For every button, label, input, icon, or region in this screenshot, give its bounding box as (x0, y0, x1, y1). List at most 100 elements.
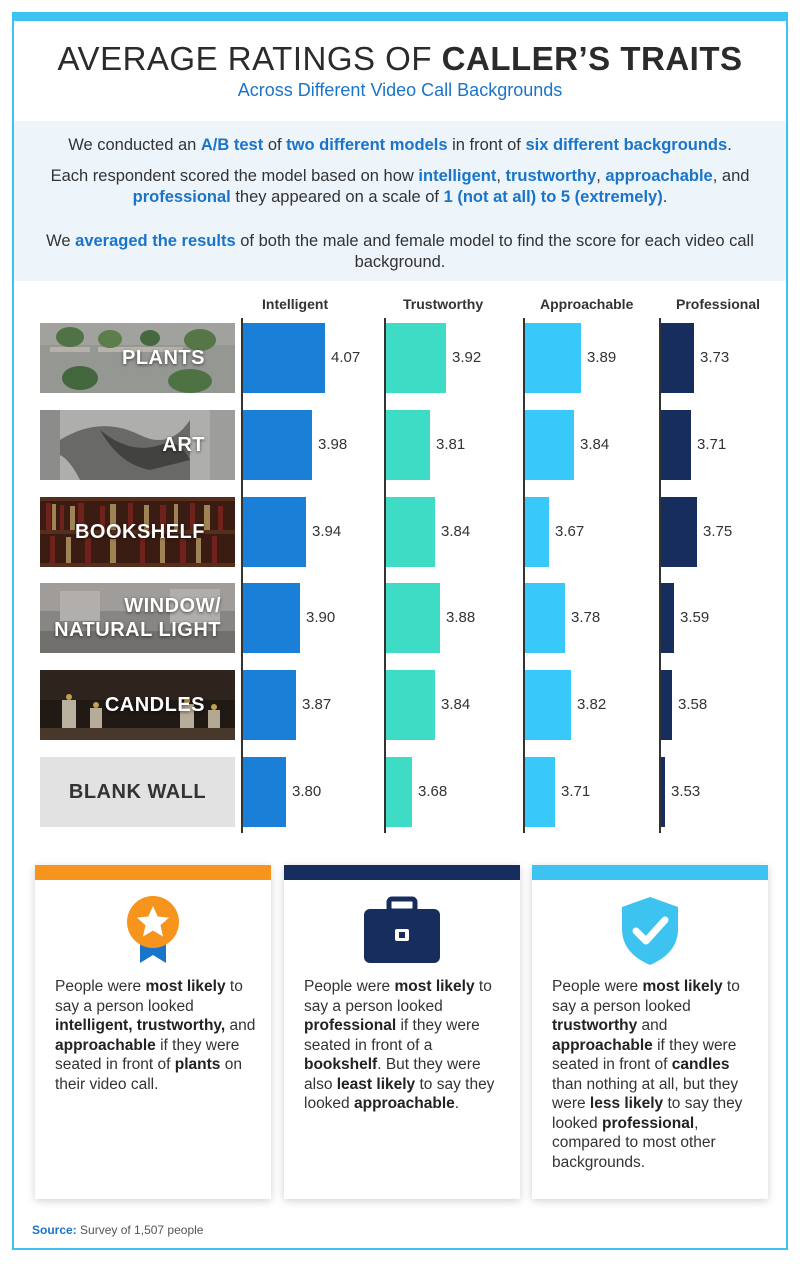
bold-text-segment: approachable (55, 1036, 156, 1054)
data-label-trustworthy-6: 3.68 (418, 783, 448, 800)
row-label-plants: PLANTS (122, 347, 205, 369)
text-segment: We (46, 232, 76, 250)
bold-text-segment: approachable (353, 1095, 455, 1112)
data-label-professional-3: 3.75 (703, 523, 733, 540)
bar-trustworthy-6 (386, 757, 412, 827)
frame-top-bar (12, 12, 788, 21)
bar-approachable-2 (525, 410, 574, 480)
data-label-professional-6: 3.53 (671, 783, 701, 800)
shield-check-icon (532, 895, 768, 975)
data-label-approachable-4: 3.78 (571, 609, 601, 626)
axis-trustworthy (384, 318, 386, 833)
card-top-bar (284, 865, 520, 880)
text-segment: and (225, 1017, 256, 1034)
bold-text-segment: less likely (589, 1095, 664, 1112)
bar-approachable-5 (525, 670, 571, 740)
bold-text-segment: trustworthy (552, 1017, 638, 1034)
text-segment: to say a person looked (55, 978, 243, 1015)
text-segment: . But they were also (304, 1056, 481, 1093)
bold-text-segment: approachable (552, 1036, 653, 1054)
text-segment: if they were seated in front of (55, 1036, 240, 1074)
data-label-trustworthy-1: 3.92 (452, 349, 482, 366)
row-label-bookshelf: BOOKSHELF (74, 521, 205, 543)
bar-trustworthy-3 (386, 497, 435, 567)
bold-text-segment: plants (174, 1056, 221, 1073)
text-segment: if they were seated in front of a (304, 1017, 480, 1054)
bold-text-segment: A/B test (200, 136, 264, 154)
bar-professional-1 (661, 323, 694, 393)
bar-intelligent-1 (243, 323, 325, 393)
background-image-art: ART (40, 410, 235, 480)
row-label-art: ART (162, 434, 205, 456)
intro-paragraph-3: We averaged the results of both the male… (34, 231, 766, 273)
data-label-trustworthy-3: 3.84 (441, 523, 471, 540)
column-header-professional: Professional (676, 296, 761, 312)
page-title: AVERAGE RATINGS OF CALLER’S TRAITS (0, 40, 800, 78)
insight-card-plants: People were most likely to say a person … (35, 865, 271, 1199)
bold-text-segment: 1 (not at all) to 5 (extremely) (443, 188, 663, 206)
bold-text-segment: most likely (394, 978, 475, 995)
bar-professional-6 (661, 757, 665, 827)
insight-text-plants: People were most likely to say a person … (55, 977, 259, 1094)
data-label-intelligent-6: 3.80 (292, 783, 322, 800)
text-segment: to say a person looked (304, 978, 492, 1015)
bold-text-segment: most likely (642, 978, 723, 995)
insight-card-candles: People were most likely to say a person … (532, 865, 768, 1199)
text-segment: of both the male and female model to fin… (235, 232, 754, 271)
text-segment: , (596, 167, 606, 185)
text-segment: if they were seated in front of (552, 1036, 737, 1074)
bar-intelligent-5 (243, 670, 296, 740)
bold-text-segment: bookshelf (304, 1056, 378, 1073)
text-segment: to say they looked (552, 1095, 743, 1132)
intro-paragraph-2: Each respondent scored the model based o… (34, 166, 766, 208)
data-label-professional-2: 3.71 (697, 436, 727, 453)
bar-trustworthy-2 (386, 410, 430, 480)
card-top-bar (35, 865, 271, 880)
insight-card-bookshelf: People were most likely to say a person … (284, 865, 520, 1199)
bar-trustworthy-5 (386, 670, 435, 740)
axis-approachable (523, 318, 525, 833)
bar-approachable-4 (525, 583, 565, 653)
data-label-approachable-3: 3.67 (555, 523, 585, 540)
background-image-window: WINDOW/NATURAL LIGHT (40, 583, 235, 653)
text-segment: to say a person looked (552, 978, 740, 1015)
source-label: Source: (32, 1223, 77, 1237)
text-segment: . (662, 188, 668, 206)
text-segment: . (454, 1095, 460, 1112)
text-segment: . (727, 136, 732, 154)
column-header-intelligent: Intelligent (262, 296, 329, 312)
row-label-blank-wall: BLANK WALL (68, 781, 207, 803)
insight-text-bookshelf: People were most likely to say a person … (304, 977, 508, 1114)
text-segment: of (263, 136, 287, 154)
data-label-intelligent-3: 3.94 (312, 523, 342, 540)
data-label-professional-1: 3.73 (700, 349, 730, 366)
briefcase-icon (284, 895, 520, 975)
text-segment: than nothing at all, but they were (552, 1075, 739, 1113)
text-segment: and (637, 1017, 668, 1034)
background-image-candles: CANDLES (40, 670, 235, 740)
data-label-trustworthy-2: 3.81 (436, 436, 466, 453)
bar-professional-2 (661, 410, 691, 480)
award-ribbon-icon (35, 895, 271, 975)
data-label-intelligent-2: 3.98 (318, 436, 348, 453)
title-bold: CALLER’S TRAITS (441, 40, 743, 77)
bold-text-segment: professional (601, 1114, 695, 1132)
bold-text-segment: approachable (605, 167, 713, 185)
insight-text-candles: People were most likely to say a person … (552, 977, 756, 1172)
text-segment: People were (304, 978, 395, 995)
text-segment: , compared to most other backgrounds. (552, 1114, 716, 1171)
column-header-approachable: Approachable (540, 296, 634, 312)
data-label-professional-5: 3.58 (678, 696, 708, 713)
bold-text-segment: two different models (286, 136, 448, 154)
data-label-approachable-2: 3.84 (580, 436, 610, 453)
background-image-bookshelf: BOOKSHELF (40, 497, 235, 567)
data-label-intelligent-4: 3.90 (306, 609, 336, 626)
bar-professional-3 (661, 497, 697, 567)
text-segment: they appeared on a scale of (230, 188, 444, 206)
axis-intelligent (241, 318, 243, 833)
bold-text-segment: averaged the results (75, 232, 236, 250)
text-segment: in front of (447, 136, 526, 154)
bold-text-segment: professional (132, 188, 231, 206)
bold-text-segment: professional (304, 1017, 397, 1034)
data-label-intelligent-1: 4.07 (331, 349, 361, 366)
